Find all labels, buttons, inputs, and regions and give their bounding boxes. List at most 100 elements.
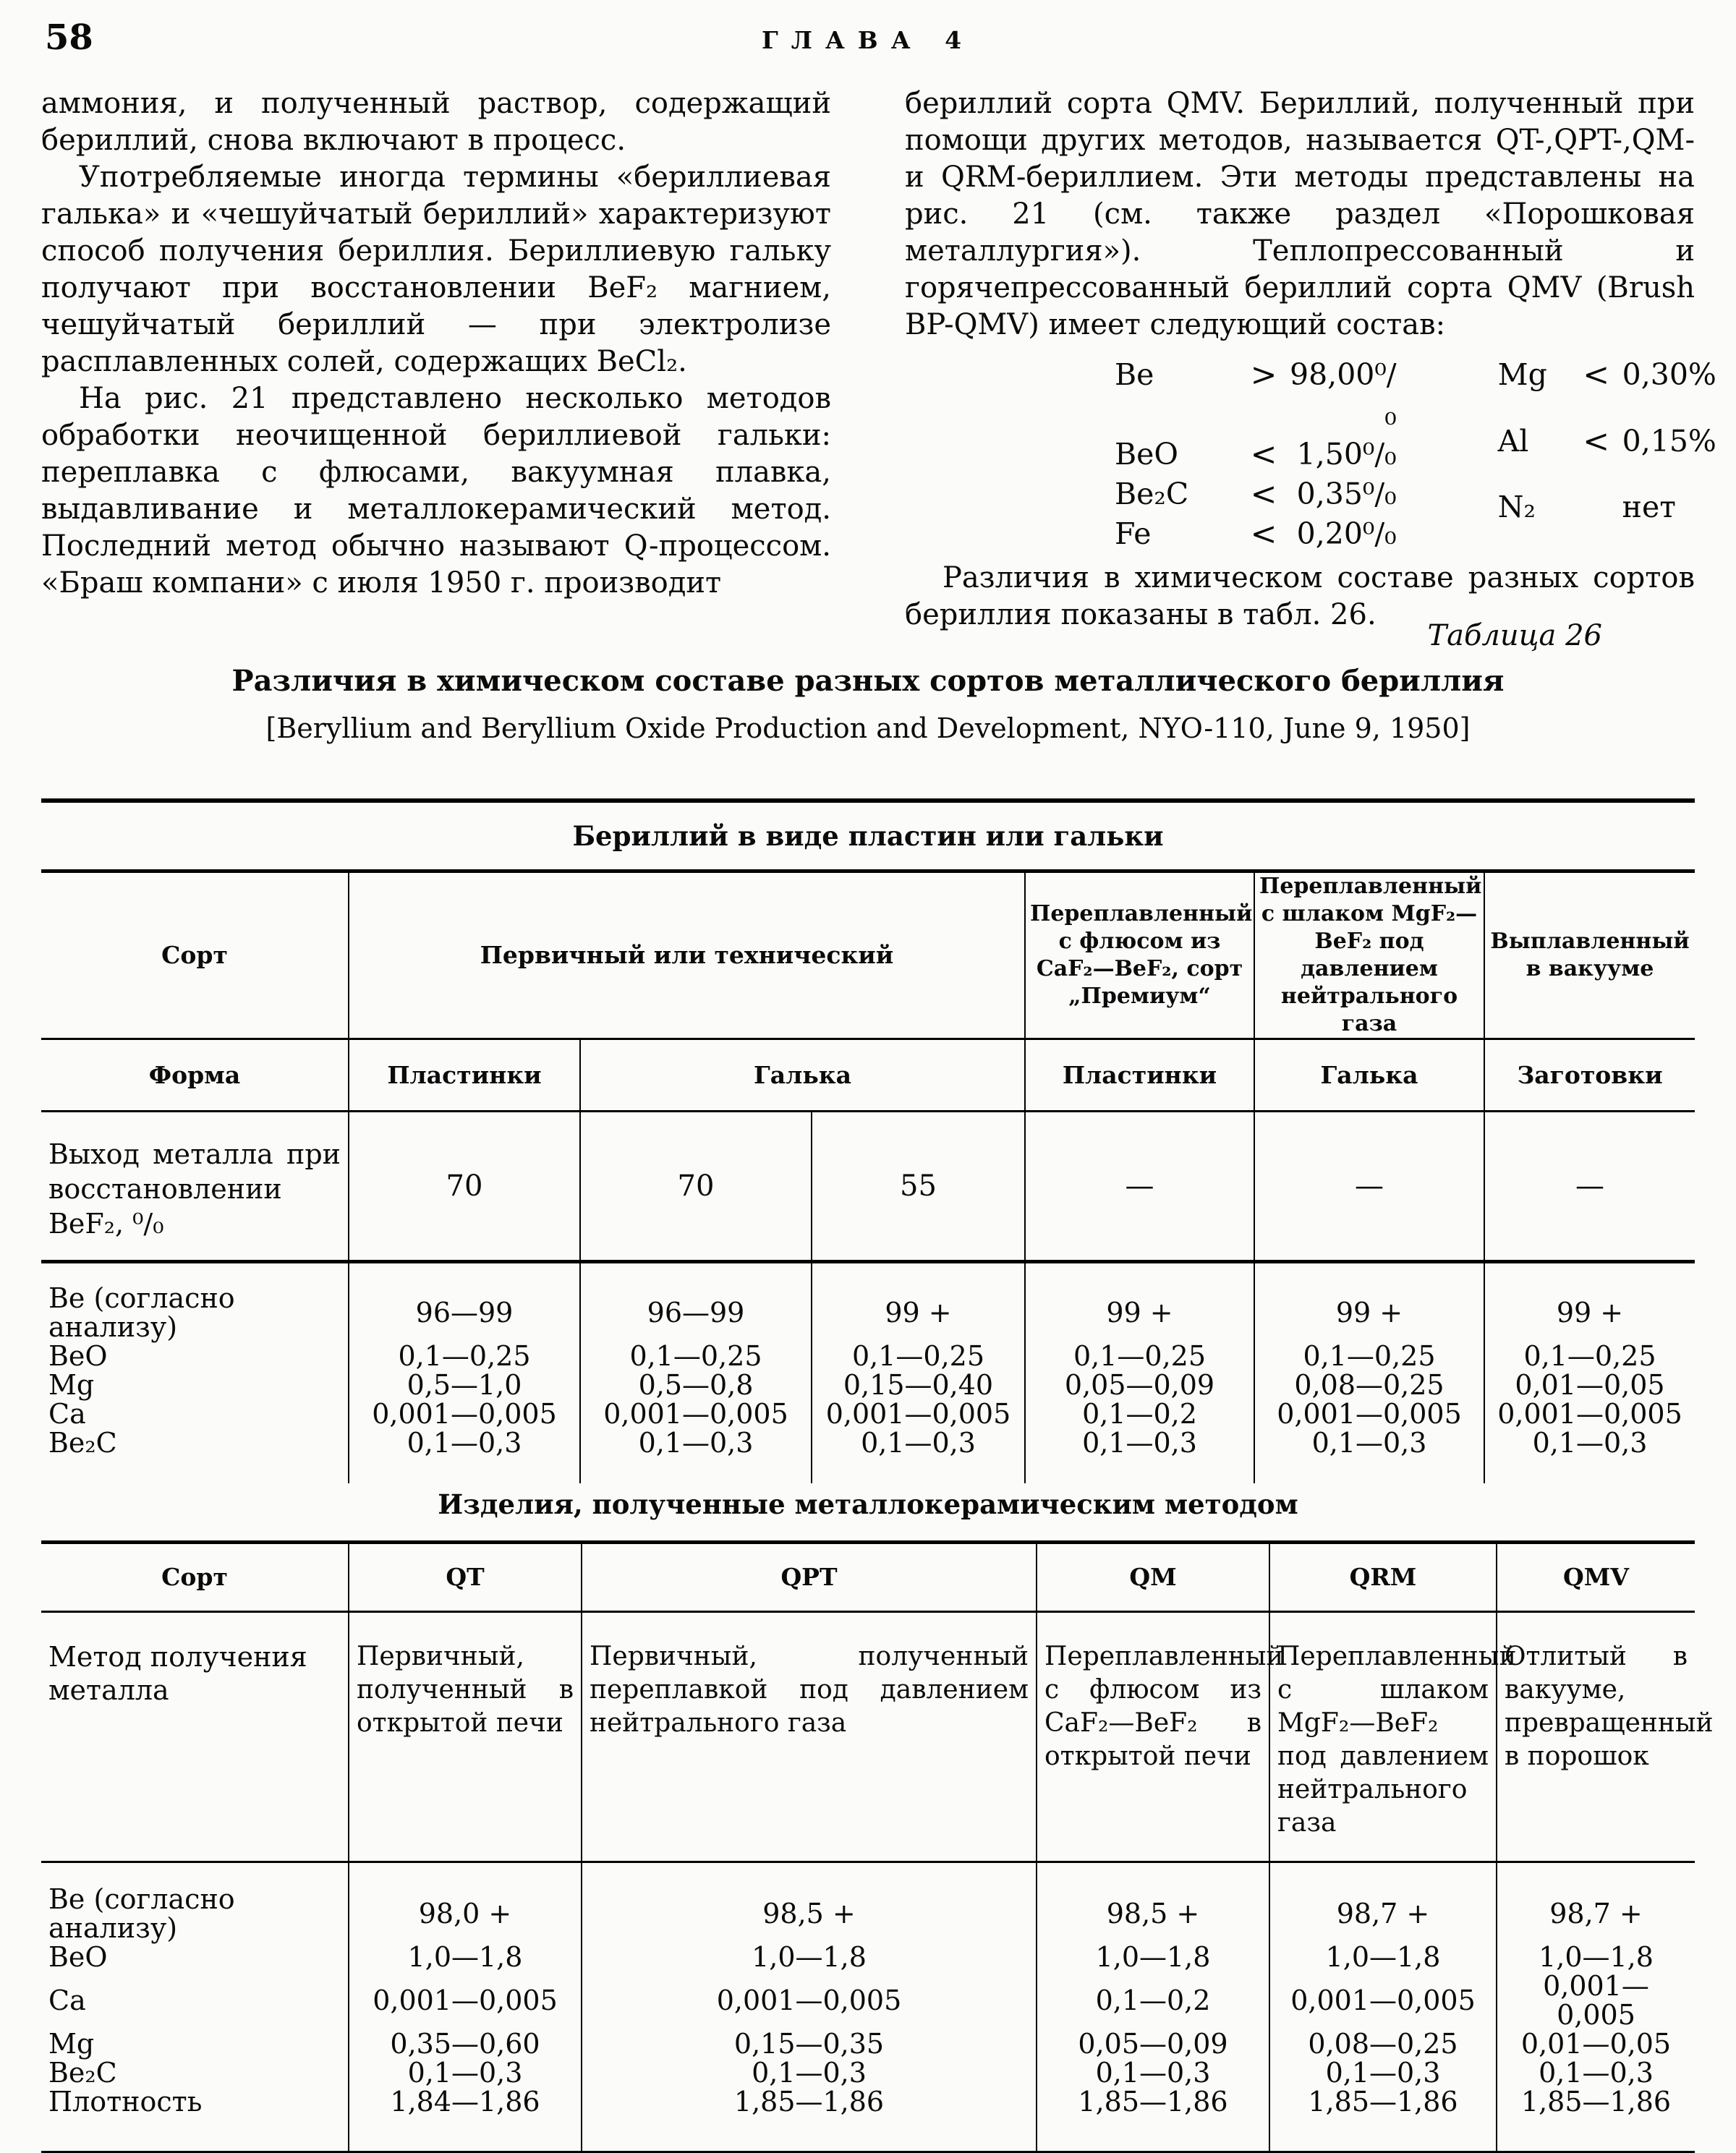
table-header-row: Сорт Первичный или технический Переплавл… xyxy=(41,871,1695,1039)
comparison-op: < xyxy=(1583,357,1610,393)
table-cell: 0,001—0,005 xyxy=(1484,1399,1695,1428)
table-cell: 98,0 + xyxy=(348,1861,582,1943)
table-cell: 0,15—0,35 xyxy=(581,2029,1037,2058)
paragraph: бериллий сорта QMV. Бериллий, полученный… xyxy=(905,87,1695,341)
form-cell: Пластинки xyxy=(348,1038,580,1112)
element-label: BeO xyxy=(48,1340,108,1372)
table-cell: 0,1—0,3 xyxy=(1036,2058,1269,2087)
method-cell: Отлитый в вакууме, превращенный в порошо… xyxy=(1496,1611,1714,1862)
table-cell: 0,001—0,005 xyxy=(348,1399,580,1428)
grade-header: QPT xyxy=(581,1542,1037,1612)
table-cell: 0,1—0,3 xyxy=(811,1428,1025,1483)
composition-row: Плотность 1,84—1,86 1,85—1,86 1,85—1,86 … xyxy=(41,2087,1695,2152)
table-cell: — xyxy=(1254,1110,1484,1262)
method-cell: Первичный, полученный переплавкой под да… xyxy=(581,1611,1037,1862)
method-row: Метод получения металла Первичный, получ… xyxy=(41,1611,1714,1862)
comparison-op: < xyxy=(1250,476,1277,513)
table-title: Различия в химическом составе разных сор… xyxy=(231,664,1505,698)
element-symbol: Be₂C xyxy=(1115,477,1189,511)
element-label: Be (согласно анализу) xyxy=(41,1861,349,1943)
chapter-heading: ГЛАВА 4 xyxy=(761,26,975,54)
table-cell: 98,7 + xyxy=(1496,1861,1695,1943)
composition-row: Mg 0,35—0,60 0,15—0,35 0,05—0,09 0,08—0,… xyxy=(41,2029,1695,2058)
page-number: 58 xyxy=(45,17,93,58)
table-cell: 0,35—0,60 xyxy=(348,2029,582,2058)
table-header-row: Сорт QT QPT QM QRM QMV xyxy=(41,1542,1695,1612)
comparison-op: < xyxy=(1250,516,1277,553)
composition-row: BeO 0,1—0,25 0,1—0,25 0,1—0,25 0,1—0,25 … xyxy=(41,1342,1695,1370)
table-cell: 0,01—0,05 xyxy=(1484,1370,1695,1399)
table-cell: 98,5 + xyxy=(1036,1861,1269,1943)
element-value: нет xyxy=(1622,490,1676,525)
table-cell: 0,001—0,005 xyxy=(811,1399,1025,1428)
table-cell: 0,5—0,8 xyxy=(579,1370,812,1399)
element-value: 1,50⁰/₀ xyxy=(1296,437,1397,472)
yield-label: Выход металла при восстановлении BeF₂, ⁰… xyxy=(41,1110,349,1262)
method-cell: Первичный, полученный в открытой печи xyxy=(348,1611,582,1862)
comparison-op: < xyxy=(1583,422,1610,460)
composition-row: Be (согласно анализу) 96—99 96—99 99 + 9… xyxy=(41,1260,1695,1342)
table-cell: 96—99 xyxy=(579,1260,812,1342)
table-cell: 0,08—0,25 xyxy=(1254,1370,1484,1399)
table-cell: 99 + xyxy=(1484,1260,1695,1342)
table-cell: 1,0—1,8 xyxy=(581,1943,1037,1971)
element-label: Ca xyxy=(48,1984,86,2016)
chem-list-left: Be > 98,00⁰/₀ BeO < 1,50⁰/₀ Be₂C < 0,35⁰… xyxy=(1115,355,1397,554)
text-column-right: бериллий сорта QMV. Бериллий, полученный… xyxy=(905,85,1716,634)
table-cell: 1,84—1,86 xyxy=(348,2087,582,2152)
table-cell: 0,001—0,005 xyxy=(1254,1399,1484,1428)
table-cell: 0,5—1,0 xyxy=(348,1370,580,1399)
element-value: 0,15% xyxy=(1622,423,1716,459)
table-cell: 0,1—0,3 xyxy=(581,2058,1037,2087)
table-cell: 0,1—0,25 xyxy=(579,1342,812,1370)
table-cell: 1,85—1,86 xyxy=(1269,2087,1497,2152)
table-cell: 1,0—1,8 xyxy=(1036,1943,1269,1971)
grade-header: QMV xyxy=(1496,1542,1695,1612)
method-label: Метод получения металла xyxy=(41,1611,349,1862)
table-cell: — xyxy=(1024,1110,1254,1262)
element-label: Mg xyxy=(48,1369,95,1401)
table-cell: 99 + xyxy=(811,1260,1025,1342)
table-cell: 0,1—0,25 xyxy=(1484,1342,1695,1370)
header-cell-sort: Сорт xyxy=(161,1563,228,1591)
body-text: аммония, и полученный раствор, содержащи… xyxy=(41,85,1716,634)
table-cell: 1,0—1,8 xyxy=(348,1943,582,1971)
composition-row: Ca 0,001—0,005 0,001—0,005 0,001—0,005 0… xyxy=(41,1399,1695,1428)
paragraph: Различия в химическом составе разных сор… xyxy=(905,561,1695,631)
table-cell: 0,05—0,09 xyxy=(1036,2029,1269,2058)
form-cell: Галька xyxy=(579,1038,1025,1112)
chem-list-right: Mg < 0,30% Al < 0,15% N₂ нет xyxy=(1498,355,1716,554)
paragraph: На рис. 21 представлено несколько методо… xyxy=(41,382,831,600)
element-symbol: Al xyxy=(1497,423,1529,459)
header-cell-primary: Первичный или технический xyxy=(348,871,1025,1039)
element-label: Mg xyxy=(48,2028,95,2060)
table-cell: 1,85—1,86 xyxy=(581,2087,1037,2152)
paragraph: аммония, и полученный раствор, содержащи… xyxy=(41,87,831,157)
table-cell: 0,1—0,25 xyxy=(811,1342,1025,1370)
table-cell: 1,0—1,8 xyxy=(1269,1943,1497,1971)
chem-composition-block: Be > 98,00⁰/₀ BeO < 1,50⁰/₀ Be₂C < 0,35⁰… xyxy=(1115,355,1716,554)
element-value: 0,35⁰/₀ xyxy=(1296,477,1397,511)
element-symbol: Mg xyxy=(1497,357,1547,392)
table-cell: 99 + xyxy=(1024,1260,1254,1342)
table-cell: 0,001—0,005 xyxy=(579,1399,812,1428)
beryllium-forms-table: Бериллий в виде пластин или гальки Сорт … xyxy=(41,798,1695,1483)
element-label: Be₂C xyxy=(48,2057,117,2089)
table-cell: 98,5 + xyxy=(581,1861,1037,1943)
text-column-left: аммония, и полученный раствор, содержащи… xyxy=(41,85,831,634)
composition-row: Ca 0,001—0,005 0,001—0,005 0,1—0,2 0,001… xyxy=(41,1971,1695,2029)
table-cell: 96—99 xyxy=(348,1260,580,1342)
table-section-title: Изделия, полученные металлокерамическим … xyxy=(438,1488,1298,1520)
form-cell: Пластинки xyxy=(1024,1038,1254,1112)
table-cell: 1,85—1,86 xyxy=(1036,2087,1269,2152)
table-cell: 0,15—0,40 xyxy=(811,1370,1025,1399)
element-symbol: BeO xyxy=(1115,437,1179,472)
table-cell: 0,1—0,2 xyxy=(1036,1971,1269,2029)
table-cell: 0,1—0,25 xyxy=(348,1342,580,1370)
table-cell: 70 xyxy=(579,1110,812,1262)
composition-row: Mg 0,5—1,0 0,5—0,8 0,15—0,40 0,05—0,09 0… xyxy=(41,1370,1695,1399)
table-cell: 0,1—0,3 xyxy=(579,1428,812,1483)
grade-header: QM xyxy=(1036,1542,1269,1612)
element-value: 98,00⁰/₀ xyxy=(1290,357,1397,432)
